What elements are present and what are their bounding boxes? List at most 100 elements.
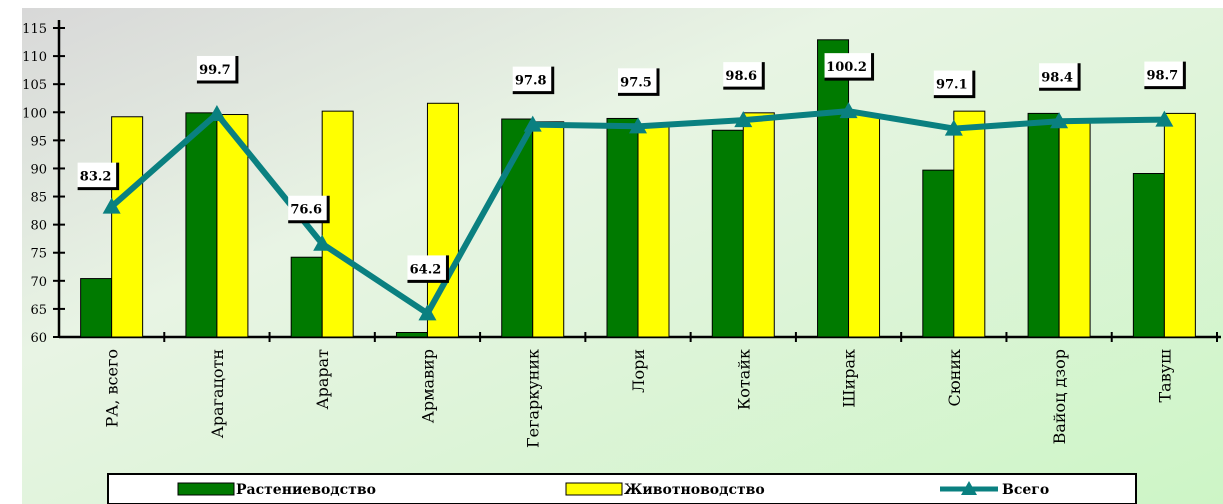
bar-plant [290, 256, 323, 338]
data-label-box [288, 195, 329, 222]
data-label-border [196, 55, 239, 84]
total-marker [523, 115, 542, 132]
y-tick-label: 70 [30, 275, 47, 290]
bar-animal [848, 114, 881, 338]
data-label-box [1144, 61, 1185, 88]
bar-animal [1163, 112, 1196, 338]
data-label-box [723, 62, 764, 89]
total-data-label: 76.6 [288, 195, 330, 224]
data-label-border [288, 195, 330, 224]
data-label-border [824, 53, 875, 81]
bar-animal [742, 112, 775, 338]
bar-plant [1027, 112, 1060, 338]
data-label-box [824, 53, 873, 80]
x-tick-label: Вайоц дзор [1050, 349, 1069, 444]
bar-plant [711, 129, 744, 338]
data-label-box [618, 68, 658, 95]
bar-plant [1132, 173, 1165, 338]
y-tick-label: 75 [30, 247, 47, 262]
total-marker [207, 104, 226, 121]
y-tick-label: 65 [30, 303, 47, 318]
data-label-border [512, 66, 555, 95]
data-label-text: 97.1 [936, 78, 968, 93]
bar-animal [532, 121, 565, 338]
total-marker [839, 102, 858, 119]
data-label-box [933, 70, 974, 97]
legend-item[interactable]: Растениеводство [177, 482, 376, 498]
x-tick-label: Арарат [313, 349, 332, 410]
bar-plant [185, 112, 218, 338]
x-tick-labels: РА, всего Арагацотн Арарат Армавир Гегаркуни… [103, 349, 1175, 448]
data-label-box [407, 255, 448, 282]
legend[interactable]: Растениеводство Животноводство Всего [107, 473, 1137, 504]
data-label-border [1039, 63, 1081, 91]
total-data-label: 64.2 [407, 255, 449, 283]
total-data-label: 83.2 [77, 162, 120, 191]
data-label-text: 97.5 [620, 75, 652, 90]
legend-label: Растениеводство [236, 482, 376, 498]
y-tick-label: 85 [30, 191, 47, 206]
data-label-text: 83.2 [80, 170, 112, 185]
x-tick-label: Сюник [945, 349, 964, 407]
legend-label: Всего [1002, 482, 1049, 498]
bar-plant [922, 169, 955, 338]
x-tick-label: Арагацотн [208, 349, 227, 438]
total-data-label: 98.6 [723, 62, 765, 90]
data-label-text: 98.7 [1147, 69, 1179, 84]
total-marker [102, 197, 121, 214]
total-data-label: 98.4 [1039, 63, 1081, 91]
bar-animal [953, 110, 986, 338]
total-data-label: 100.2 [824, 53, 875, 81]
data-label-text: 76.6 [290, 203, 322, 218]
y-tick-label: 80 [30, 219, 47, 234]
total-marker [734, 111, 753, 128]
axes: 60 65 70 75 80 85 90 95 100 105 110 115 [22, 20, 1221, 346]
bar-animal [1058, 120, 1091, 338]
x-tick-label: Ширак [840, 349, 859, 408]
total-marker [1155, 110, 1174, 127]
data-label-text: 98.6 [725, 69, 757, 84]
x-tick-label: Лори [629, 349, 648, 393]
data-label-border [933, 70, 976, 99]
total-marker [418, 304, 437, 321]
bar-plant [395, 332, 428, 338]
data-label-box [196, 55, 237, 82]
data-label-border [77, 162, 120, 191]
data-label-border [723, 62, 765, 90]
total-line [102, 102, 1174, 321]
data-label-text: 100.2 [826, 60, 867, 75]
y-tick-label: 115 [22, 22, 47, 37]
x-tick-label: Гегаркуник [524, 349, 543, 448]
bars [80, 39, 1196, 338]
bar-plant [606, 117, 639, 338]
y-tick-label: 105 [22, 78, 47, 93]
bar-plant [80, 278, 113, 338]
data-labels: 83.2 99.7 76.6 64.2 97.8 97.5 98.6 100.2 97.1 98.… [77, 53, 1186, 283]
data-label-border [618, 68, 660, 96]
data-label-box [77, 162, 118, 189]
legend-swatch [565, 482, 623, 496]
data-label-box [1039, 63, 1080, 90]
total-data-label: 97.1 [933, 70, 976, 99]
legend-item[interactable]: Всего [940, 481, 1049, 498]
bar-animal [111, 116, 144, 338]
legend-marker [961, 481, 977, 495]
total-data-label: 99.7 [196, 55, 239, 84]
total-marker [1050, 112, 1069, 129]
data-label-text: 98.4 [1041, 70, 1073, 85]
data-label-border [407, 255, 449, 283]
data-label-box [512, 66, 553, 93]
legend-item[interactable]: Животноводство [565, 482, 765, 498]
data-label-text: 97.8 [515, 74, 547, 89]
x-tick-label: РА, всего [103, 349, 122, 428]
total-marker [629, 117, 647, 134]
x-tick-label: Тавуш [1155, 349, 1174, 403]
total-data-label: 98.7 [1144, 61, 1186, 90]
total-marker [944, 119, 963, 136]
bar-animal [321, 110, 354, 338]
data-label-border [1144, 61, 1186, 90]
y-tick-label: 100 [22, 106, 47, 121]
y-tick-label: 90 [30, 162, 47, 177]
x-tick-label: Котайк [734, 349, 753, 410]
y-tick-label: 110 [22, 50, 47, 65]
